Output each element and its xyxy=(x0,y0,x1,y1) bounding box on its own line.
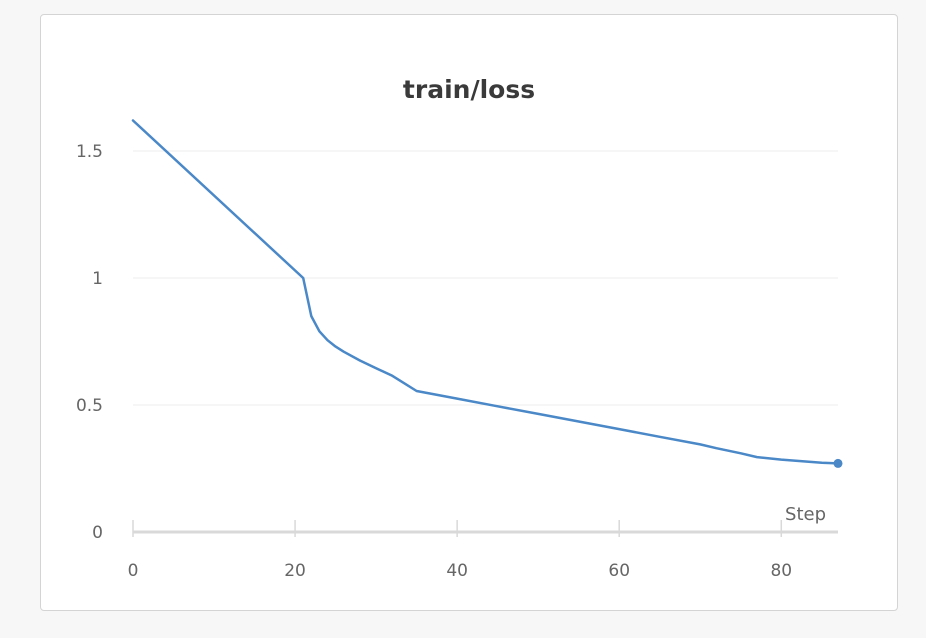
chart-title: train/loss xyxy=(403,75,535,104)
y-tick-label: 0.5 xyxy=(76,396,103,416)
chart-panel xyxy=(40,14,898,611)
x-tick-label: 80 xyxy=(770,561,792,581)
series-line xyxy=(131,119,840,465)
y-tick-label: 1 xyxy=(92,269,103,289)
y-tick-label: 1.5 xyxy=(76,142,103,162)
series-endpoint xyxy=(833,458,843,468)
series-layer xyxy=(131,119,843,468)
x-axis-ticks: 0 20 40 60 80 xyxy=(128,520,792,581)
x-axis-label: Step xyxy=(785,504,826,525)
grid-lines xyxy=(133,150,838,406)
y-tick-label: 0 xyxy=(92,523,103,543)
x-tick-label: 40 xyxy=(446,561,468,581)
x-tick-label: 20 xyxy=(284,561,306,581)
y-axis-ticks: 0 0.5 1 1.5 xyxy=(76,142,103,543)
x-tick-label: 60 xyxy=(608,561,630,581)
x-tick-label: 0 xyxy=(128,561,139,581)
